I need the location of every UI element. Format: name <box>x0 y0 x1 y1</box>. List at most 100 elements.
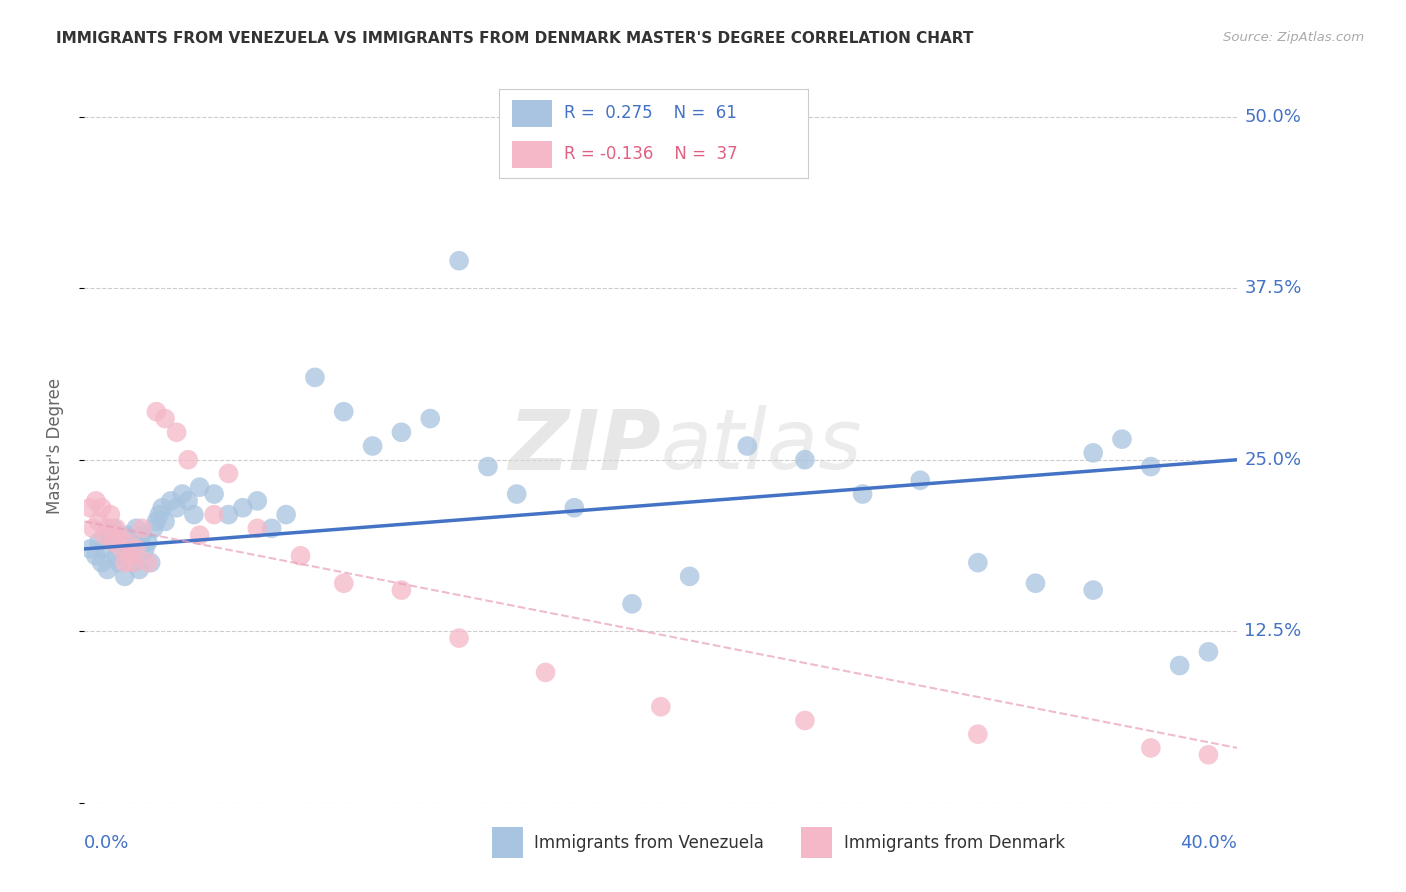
Point <box>391 583 413 598</box>
Point <box>678 569 700 583</box>
Text: R = -0.136    N =  37: R = -0.136 N = 37 <box>564 145 738 163</box>
Point <box>148 508 170 522</box>
Bar <box>512 100 551 127</box>
Point <box>1168 658 1191 673</box>
Point <box>84 549 107 563</box>
Text: IMMIGRANTS FROM VENEZUELA VS IMMIGRANTS FROM DENMARK MASTER'S DEGREE CORRELATION: IMMIGRANTS FROM VENEZUELA VS IMMIGRANTS … <box>56 31 973 46</box>
Point <box>131 521 153 535</box>
Point <box>84 494 107 508</box>
Point <box>105 521 128 535</box>
Text: 40.0%: 40.0% <box>1181 834 1237 852</box>
Point <box>96 521 118 535</box>
Point <box>166 500 188 515</box>
Point <box>246 494 269 508</box>
Point <box>534 665 557 680</box>
Text: 12.5%: 12.5% <box>1244 623 1302 640</box>
Point <box>391 425 413 440</box>
Point <box>793 714 815 728</box>
Point <box>852 487 875 501</box>
Point <box>90 556 112 570</box>
Point <box>737 439 759 453</box>
Point <box>142 521 165 535</box>
Point <box>153 411 176 425</box>
Point <box>136 535 159 549</box>
Point <box>202 487 225 501</box>
Text: Immigrants from Denmark: Immigrants from Denmark <box>844 834 1064 852</box>
Point <box>87 515 110 529</box>
Point <box>93 528 115 542</box>
Point <box>217 467 239 481</box>
Point <box>120 549 142 563</box>
Point <box>332 405 354 419</box>
Point <box>188 480 211 494</box>
Point <box>117 528 139 542</box>
Point <box>290 549 312 563</box>
Point <box>1139 740 1161 755</box>
Text: 0.0%: 0.0% <box>84 834 129 852</box>
Point <box>202 508 225 522</box>
Point <box>177 452 200 467</box>
Point <box>447 631 470 645</box>
Point <box>1024 576 1046 591</box>
Text: ZIP: ZIP <box>508 406 661 486</box>
Point <box>650 699 672 714</box>
Point <box>447 253 470 268</box>
Point <box>153 515 176 529</box>
Point <box>87 535 110 549</box>
Bar <box>512 141 551 168</box>
Point <box>304 370 326 384</box>
Point <box>108 528 131 542</box>
Point <box>1081 446 1104 460</box>
Point <box>131 528 153 542</box>
Point <box>125 521 148 535</box>
Point <box>183 508 205 522</box>
Point <box>150 500 173 515</box>
Point <box>103 535 124 549</box>
Point <box>160 494 183 508</box>
Point <box>246 521 269 535</box>
Text: atlas: atlas <box>661 406 862 486</box>
Point <box>217 508 239 522</box>
Point <box>621 597 644 611</box>
Point <box>128 562 150 576</box>
Point <box>122 556 145 570</box>
Point <box>1139 459 1161 474</box>
Point <box>79 500 101 515</box>
Point <box>1197 645 1219 659</box>
Point <box>145 515 167 529</box>
Point <box>82 521 104 535</box>
Point <box>145 405 167 419</box>
Point <box>1197 747 1219 762</box>
Point <box>98 508 121 522</box>
Point <box>105 549 128 563</box>
Point <box>114 569 136 583</box>
Point <box>111 535 134 549</box>
Point <box>114 556 136 570</box>
Text: Immigrants from Venezuela: Immigrants from Venezuela <box>534 834 763 852</box>
Point <box>908 473 931 487</box>
Point <box>122 556 145 570</box>
Point <box>136 556 159 570</box>
Point <box>967 727 990 741</box>
Point <box>139 556 162 570</box>
Point <box>1081 583 1104 598</box>
Point <box>477 459 499 474</box>
Point <box>120 541 142 556</box>
Point <box>79 541 101 556</box>
Text: 37.5%: 37.5% <box>1244 279 1302 297</box>
Point <box>90 500 112 515</box>
Point <box>506 487 529 501</box>
Text: 50.0%: 50.0% <box>1244 108 1301 126</box>
Point <box>117 535 139 549</box>
Point <box>332 576 354 591</box>
Point <box>172 487 194 501</box>
Text: Source: ZipAtlas.com: Source: ZipAtlas.com <box>1223 31 1364 45</box>
Text: R =  0.275    N =  61: R = 0.275 N = 61 <box>564 104 737 122</box>
Point <box>125 541 148 556</box>
Text: 25.0%: 25.0% <box>1244 450 1302 468</box>
Point <box>108 556 131 570</box>
Point <box>793 452 815 467</box>
Point <box>166 425 188 440</box>
Point <box>562 500 586 515</box>
Point <box>260 521 283 535</box>
